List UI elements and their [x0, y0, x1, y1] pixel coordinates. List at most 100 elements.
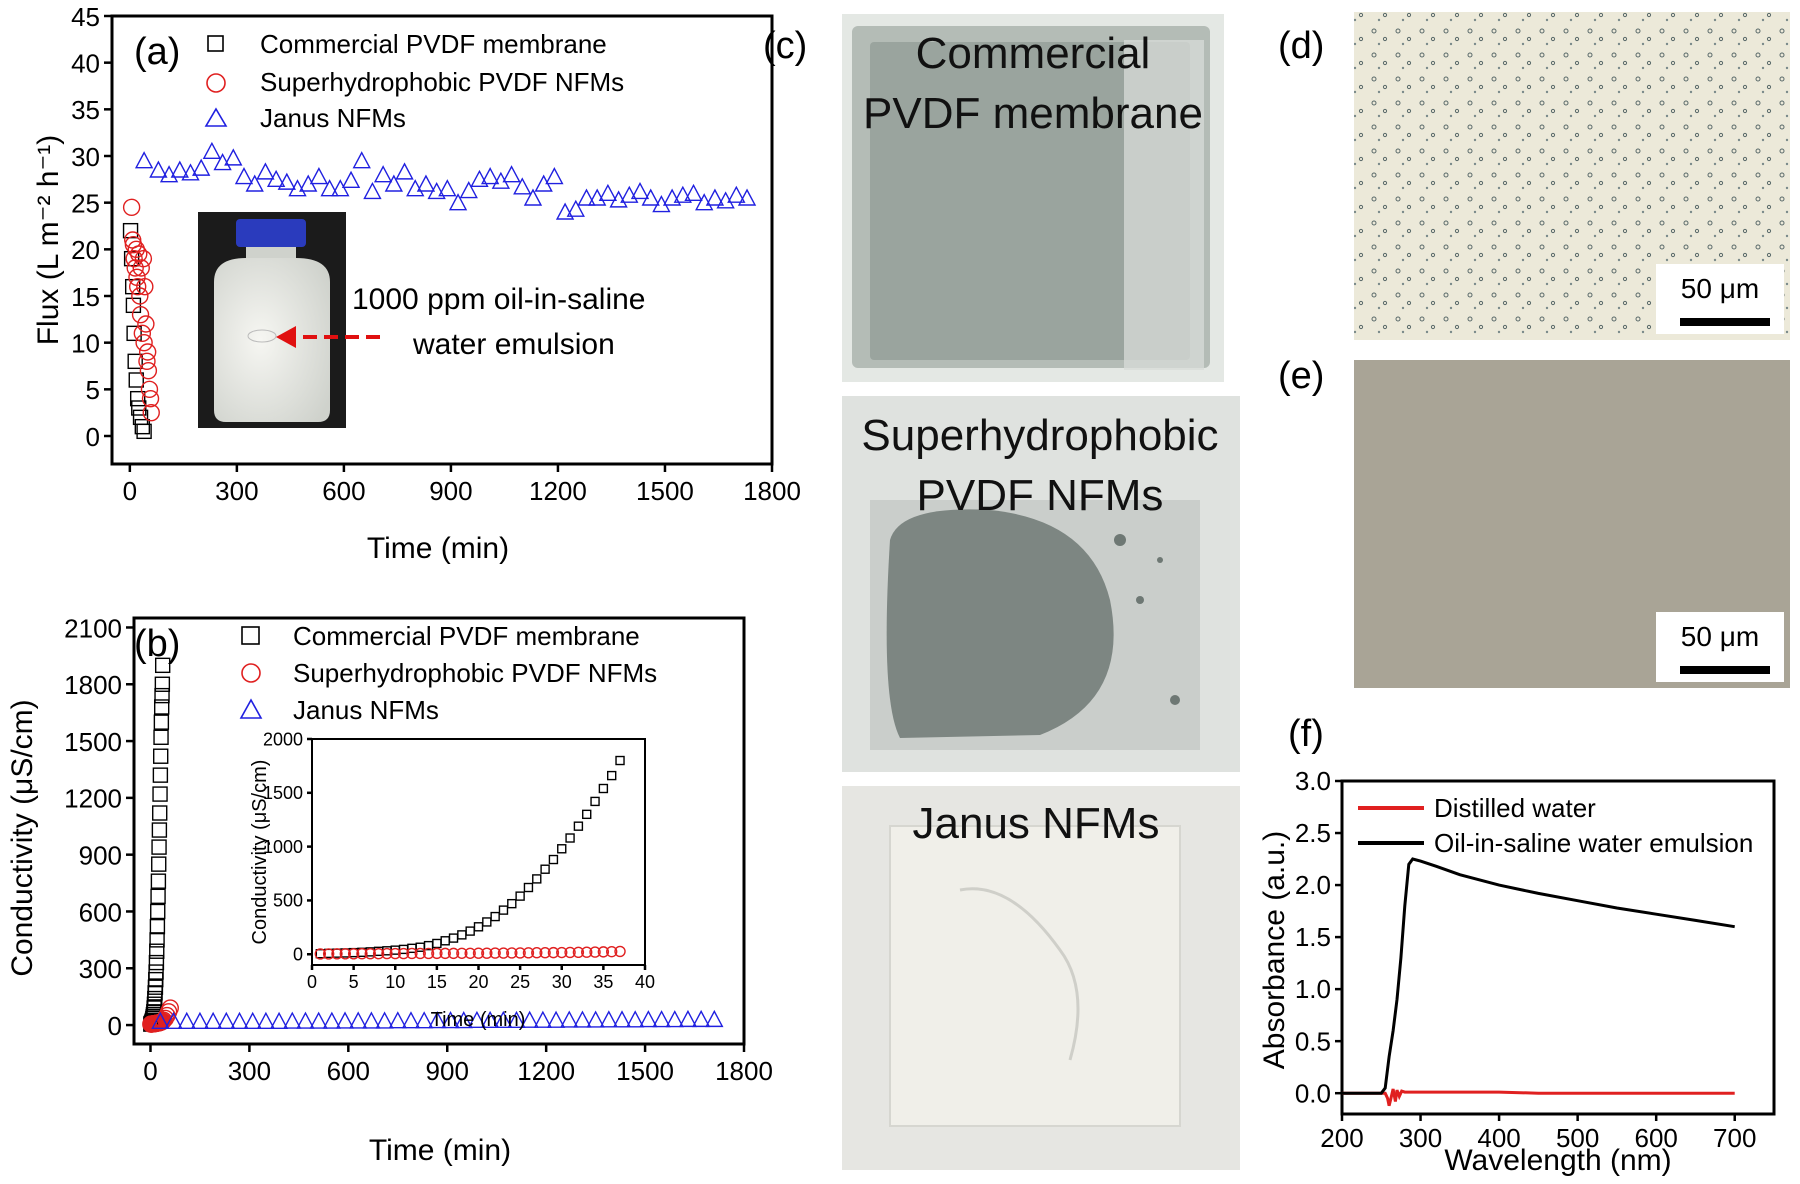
panel-d-micrograph: (d) 50 μm — [1278, 12, 1790, 340]
y-tick-label: 3.0 — [1295, 766, 1331, 796]
data-point-square — [498, 905, 509, 915]
data-point-circle — [364, 948, 376, 960]
data-point-triangle — [494, 1010, 513, 1029]
data-point-square — [149, 943, 165, 959]
data-point-triangle — [626, 1010, 645, 1028]
data-point-circle — [481, 947, 493, 959]
data-point-square — [523, 882, 534, 893]
y-tick-label: 35 — [71, 95, 100, 125]
photo-superhydrophobic-label-1: Superhydrophobic — [861, 411, 1218, 460]
data-point-triangle — [523, 188, 543, 206]
data-point-triangle — [555, 202, 575, 220]
droplet — [1136, 596, 1144, 604]
y-tick-label: 30 — [71, 142, 100, 172]
data-point-triangle — [705, 1009, 724, 1028]
line-oil-emulsion — [1342, 857, 1735, 1095]
annotation-arrowhead — [276, 326, 296, 348]
y-tick-label: 500 — [273, 891, 303, 911]
data-point-triangle — [213, 153, 232, 171]
data-point-triangle — [586, 1010, 605, 1028]
data-point-triangle — [416, 174, 436, 192]
data-point-triangle — [277, 172, 296, 190]
data-point-circle — [138, 343, 157, 361]
panel-e-micrograph: (e) 50 μm — [1278, 355, 1790, 688]
inset-axes: 0 5 10 15 20 25 30 35 40 0 500 1000 1500 2000 — [263, 729, 655, 992]
data-point-triangle — [438, 179, 457, 197]
data-point-square — [573, 821, 584, 831]
data-point-circle — [406, 947, 418, 960]
y-tick-label: 0 — [86, 422, 100, 452]
panel-a-series — [122, 141, 757, 440]
data-point-triangle — [190, 1011, 210, 1029]
inset-ylabel: Conductivity (μS/cm) — [249, 760, 271, 945]
panel-b-series — [142, 657, 724, 1033]
bottle-cap — [236, 219, 306, 247]
data-point-triangle — [573, 1010, 592, 1028]
y-tick-label: 15 — [71, 282, 100, 312]
data-point-circle — [606, 945, 618, 958]
data-point-triangle — [641, 188, 660, 206]
y-tick-label: 1.5 — [1295, 922, 1331, 952]
data-point-circle — [447, 947, 460, 960]
panel-f-xlabel: Wavelength (nm) — [1444, 1144, 1671, 1177]
data-point-square — [128, 372, 144, 388]
y-tick-label: 1.0 — [1295, 974, 1331, 1004]
scalebar-d-bar — [1680, 318, 1770, 326]
data-point-square — [148, 954, 165, 971]
data-point-circle — [464, 947, 476, 959]
data-point-triangle — [363, 181, 382, 200]
data-point-triangle — [612, 1010, 632, 1028]
data-point-triangle — [159, 165, 179, 183]
y-tick-label: 10 — [71, 328, 100, 358]
data-point-triangle — [331, 179, 350, 197]
photo-superhydrophobic-label-2: PVDF NFMs — [917, 471, 1164, 520]
x-tick-label: 700 — [1713, 1123, 1756, 1153]
data-point-triangle — [665, 1010, 684, 1028]
panel-c-membrane-photos: (c) Commercial PVDF membrane Superhydrop… — [763, 14, 1240, 1170]
x-tick-label: 1800 — [715, 1056, 773, 1086]
data-point-triangle — [256, 1011, 276, 1029]
data-point-triangle — [427, 181, 446, 200]
data-point-triangle — [335, 1011, 355, 1029]
data-point-triangle — [177, 1011, 196, 1029]
y-tick-label: 1000 — [263, 837, 303, 857]
data-point-square — [126, 325, 142, 342]
data-point-triangle — [566, 199, 585, 217]
data-point-triangle — [320, 179, 339, 197]
data-point-square — [153, 748, 169, 764]
data-point-circle — [497, 947, 510, 959]
data-point-square — [507, 898, 517, 909]
data-point-circle — [141, 389, 160, 408]
data-point-square — [473, 922, 484, 932]
photo-janus: Janus NFMs — [842, 786, 1240, 1170]
droplet — [1114, 534, 1126, 546]
data-point-circle — [142, 403, 160, 422]
data-point-triangle — [269, 1011, 289, 1029]
line-distilled-water — [1342, 1088, 1735, 1107]
legend-square-marker — [241, 626, 260, 645]
x-tick-label: 900 — [426, 1056, 469, 1086]
data-point-circle — [131, 305, 150, 324]
y-tick-label: 900 — [79, 840, 122, 870]
data-point-circle — [581, 946, 593, 958]
panel-e-label: (e) — [1278, 355, 1324, 397]
data-point-circle — [572, 946, 585, 959]
data-point-square — [134, 418, 151, 435]
panel-a-legend: Commercial PVDF membrane Superhydrophobi… — [204, 29, 624, 133]
data-point-square — [129, 390, 146, 407]
data-point-circle — [133, 324, 152, 343]
data-point-triangle — [149, 160, 168, 178]
data-point-square — [148, 964, 164, 980]
data-point-triangle — [266, 169, 286, 188]
panel-a-xlabel: Time (min) — [367, 532, 509, 565]
data-point-triangle — [507, 1010, 526, 1029]
data-point-triangle — [224, 148, 243, 166]
data-point-circle — [506, 947, 518, 959]
data-point-triangle — [349, 1011, 368, 1029]
data-point-square — [153, 729, 169, 745]
data-point-circle — [140, 380, 159, 399]
data-point-circle — [322, 948, 335, 960]
data-point-circle — [134, 249, 153, 268]
data-point-square — [548, 854, 559, 865]
data-point-circle — [127, 240, 145, 259]
